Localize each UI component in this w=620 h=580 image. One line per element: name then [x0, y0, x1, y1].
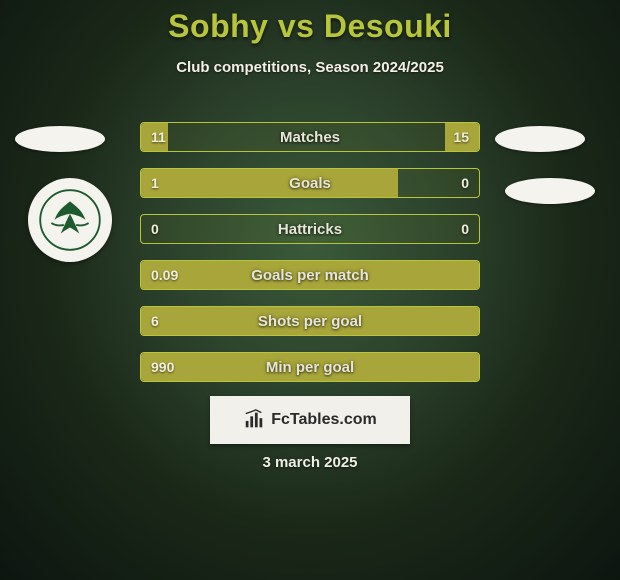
stat-label: Goals per match	[141, 261, 479, 289]
player-slot-right-1	[495, 126, 585, 152]
source-label: FcTables.com	[271, 411, 377, 429]
club-badge-left	[28, 178, 112, 262]
page-subtitle: Club competitions, Season 2024/2025	[0, 59, 620, 76]
stat-row-goals-per-match: 0.09 Goals per match	[140, 260, 480, 290]
stat-bars: 11 Matches 15 1 Goals 0 0 Hattricks 0 0.…	[140, 122, 480, 398]
stat-label: Hattricks	[141, 215, 479, 243]
stat-row-matches: 11 Matches 15	[140, 122, 480, 152]
stat-label: Min per goal	[141, 353, 479, 381]
stat-row-min-per-goal: 990 Min per goal	[140, 352, 480, 382]
stat-label: Matches	[141, 123, 479, 151]
page-title: Sobhy vs Desouki	[0, 8, 620, 45]
comparison-card: Sobhy vs Desouki Club competitions, Seas…	[0, 0, 620, 580]
stat-value-right: 0	[461, 169, 469, 197]
eagle-crest-icon	[39, 189, 101, 251]
player-slot-right-2	[505, 178, 595, 204]
stat-label: Shots per goal	[141, 307, 479, 335]
snapshot-date: 3 march 2025	[0, 454, 620, 471]
stat-value-right: 0	[461, 215, 469, 243]
stat-label: Goals	[141, 169, 479, 197]
stat-row-goals: 1 Goals 0	[140, 168, 480, 198]
player-slot-left	[15, 126, 105, 152]
stat-row-hattricks: 0 Hattricks 0	[140, 214, 480, 244]
chart-bars-icon	[243, 409, 265, 431]
source-badge[interactable]: FcTables.com	[210, 396, 410, 444]
stat-value-right: 15	[453, 123, 469, 151]
stat-row-shots-per-goal: 6 Shots per goal	[140, 306, 480, 336]
